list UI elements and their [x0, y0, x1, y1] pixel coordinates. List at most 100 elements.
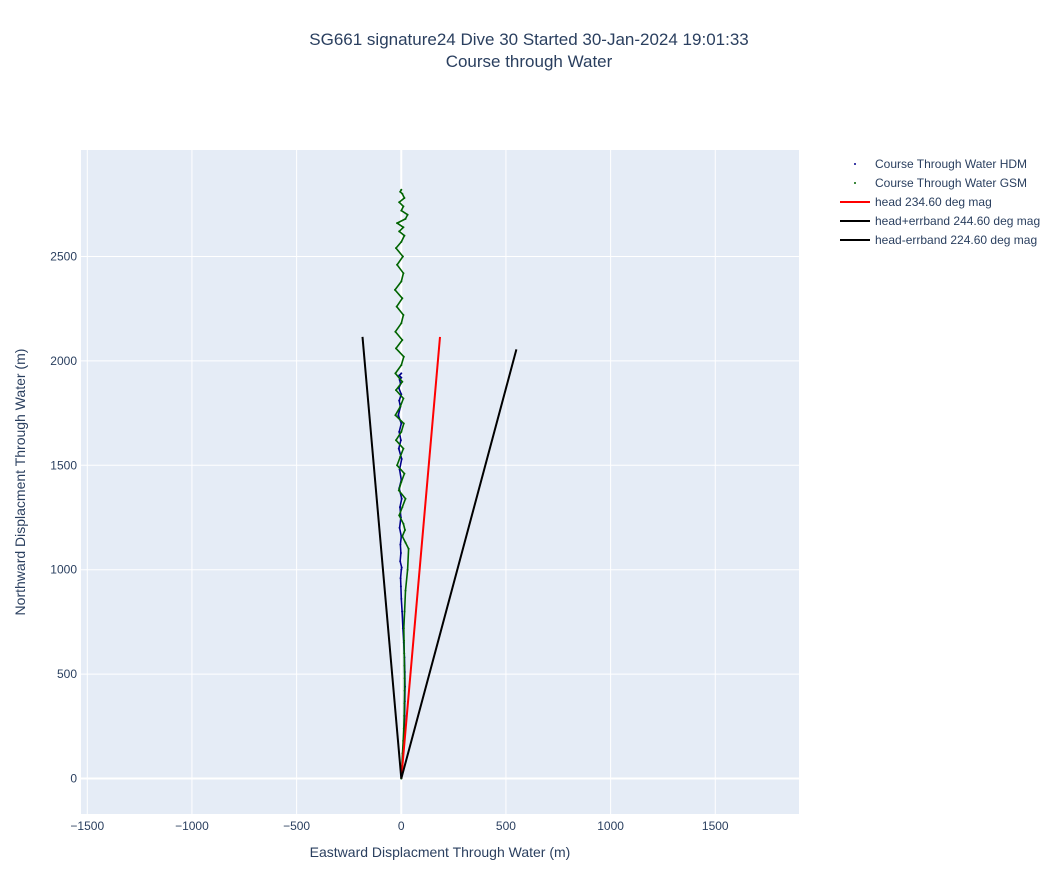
plot-traces — [361, 188, 518, 780]
data-point — [397, 489, 400, 492]
data-point — [398, 399, 401, 402]
data-point — [400, 568, 403, 571]
series-line — [400, 349, 518, 779]
data-point — [403, 639, 405, 642]
data-point — [399, 439, 402, 442]
x-axis-label: Eastward Displacment Through Water (m) — [310, 844, 571, 860]
data-point — [403, 689, 406, 692]
data-point — [397, 414, 400, 417]
data-point — [403, 714, 406, 717]
x-axis-ticks: −1500 −1000 −500 0 500 1000 1500 — [70, 819, 729, 833]
legend-item[interactable]: head 234.60 deg mag — [840, 195, 992, 209]
data-point — [403, 677, 406, 680]
data-point — [402, 727, 405, 730]
data-point — [401, 380, 404, 383]
data-point — [400, 430, 403, 433]
data-point — [402, 314, 405, 316]
data-point — [394, 414, 397, 417]
data-point — [400, 209, 403, 212]
data-point — [400, 240, 403, 243]
data-point — [395, 305, 398, 308]
data-point — [404, 589, 407, 592]
series-line — [400, 336, 441, 779]
data-point — [402, 447, 405, 450]
data-point — [399, 585, 402, 588]
data-point — [399, 405, 402, 408]
legend-item[interactable]: head-errband 224.60 deg mag — [840, 233, 1037, 247]
track-path — [394, 189, 410, 779]
data-point — [401, 192, 404, 195]
legend-label: head-errband 224.60 deg mag — [875, 233, 1037, 247]
grid-lines — [81, 150, 799, 814]
data-point — [401, 535, 404, 538]
y-tick-label: 2500 — [50, 249, 77, 263]
legend-item[interactable]: Course Through Water GSM — [854, 176, 1027, 190]
data-point — [396, 464, 399, 467]
data-point — [406, 213, 409, 216]
data-point — [395, 439, 397, 442]
data-point — [400, 497, 403, 500]
legend-swatch — [854, 182, 856, 184]
chart-subtitle: Course through Water — [445, 52, 613, 71]
data-point — [398, 430, 401, 433]
data-point — [402, 397, 405, 400]
data-point — [400, 376, 403, 379]
legend-item[interactable]: head+errband 244.60 deg mag — [840, 214, 1040, 228]
data-point — [403, 702, 406, 705]
data-point — [395, 389, 397, 392]
legend-label: Course Through Water GSM — [875, 176, 1027, 190]
legend-item[interactable]: Course Through Water HDM — [854, 157, 1027, 171]
data-point — [400, 188, 403, 191]
data-point — [399, 506, 401, 509]
data-point — [401, 506, 404, 509]
y-tick-label: 2000 — [50, 354, 77, 368]
data-point — [400, 566, 403, 569]
data-point — [394, 372, 397, 375]
data-point — [403, 472, 406, 475]
data-point — [400, 372, 403, 375]
chart-title: SG661 signature24 Dive 30 Started 30-Jan… — [309, 30, 749, 49]
data-point — [404, 541, 407, 544]
series-line — [361, 336, 403, 779]
y-tick-label: 1500 — [50, 458, 77, 472]
series-4 — [361, 336, 403, 779]
legend-label: head 234.60 deg mag — [875, 195, 992, 209]
data-point — [400, 364, 403, 367]
data-point — [400, 458, 403, 460]
y-axis-ticks: 0 500 1000 1500 2000 2500 — [50, 249, 77, 785]
data-point — [395, 247, 397, 250]
series-1 — [394, 188, 410, 780]
plot-area — [81, 150, 799, 814]
data-point — [401, 297, 404, 300]
data-point — [398, 526, 401, 529]
data-point — [403, 652, 406, 655]
legend: Course Through Water HDM Course Through W… — [840, 157, 1040, 247]
x-tick-label: 0 — [398, 819, 405, 833]
data-point — [402, 422, 405, 425]
data-point — [401, 255, 404, 258]
y-tick-label: 1000 — [50, 563, 77, 577]
data-point — [403, 610, 406, 613]
data-point — [399, 455, 402, 458]
data-point — [400, 422, 403, 425]
data-point — [401, 610, 404, 613]
data-point — [398, 374, 401, 377]
data-point — [402, 522, 405, 525]
data-point — [402, 355, 405, 358]
data-point — [396, 222, 399, 225]
data-point — [400, 481, 403, 483]
x-tick-label: −1000 — [175, 819, 209, 833]
data-point — [399, 552, 402, 554]
y-tick-label: 0 — [70, 772, 77, 786]
data-point — [394, 288, 396, 291]
data-point — [397, 447, 400, 450]
x-tick-label: 500 — [496, 819, 516, 833]
data-point — [407, 547, 410, 550]
legend-swatch — [854, 163, 856, 165]
x-tick-label: −500 — [283, 819, 310, 833]
data-point — [400, 597, 403, 600]
data-point — [403, 664, 406, 667]
data-point — [398, 230, 401, 233]
y-axis-label: Northward Displacment Through Water (m) — [12, 349, 28, 616]
data-point — [402, 226, 405, 229]
